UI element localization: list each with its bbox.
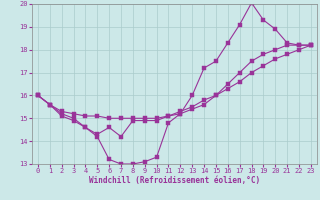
X-axis label: Windchill (Refroidissement éolien,°C): Windchill (Refroidissement éolien,°C) [89, 176, 260, 185]
